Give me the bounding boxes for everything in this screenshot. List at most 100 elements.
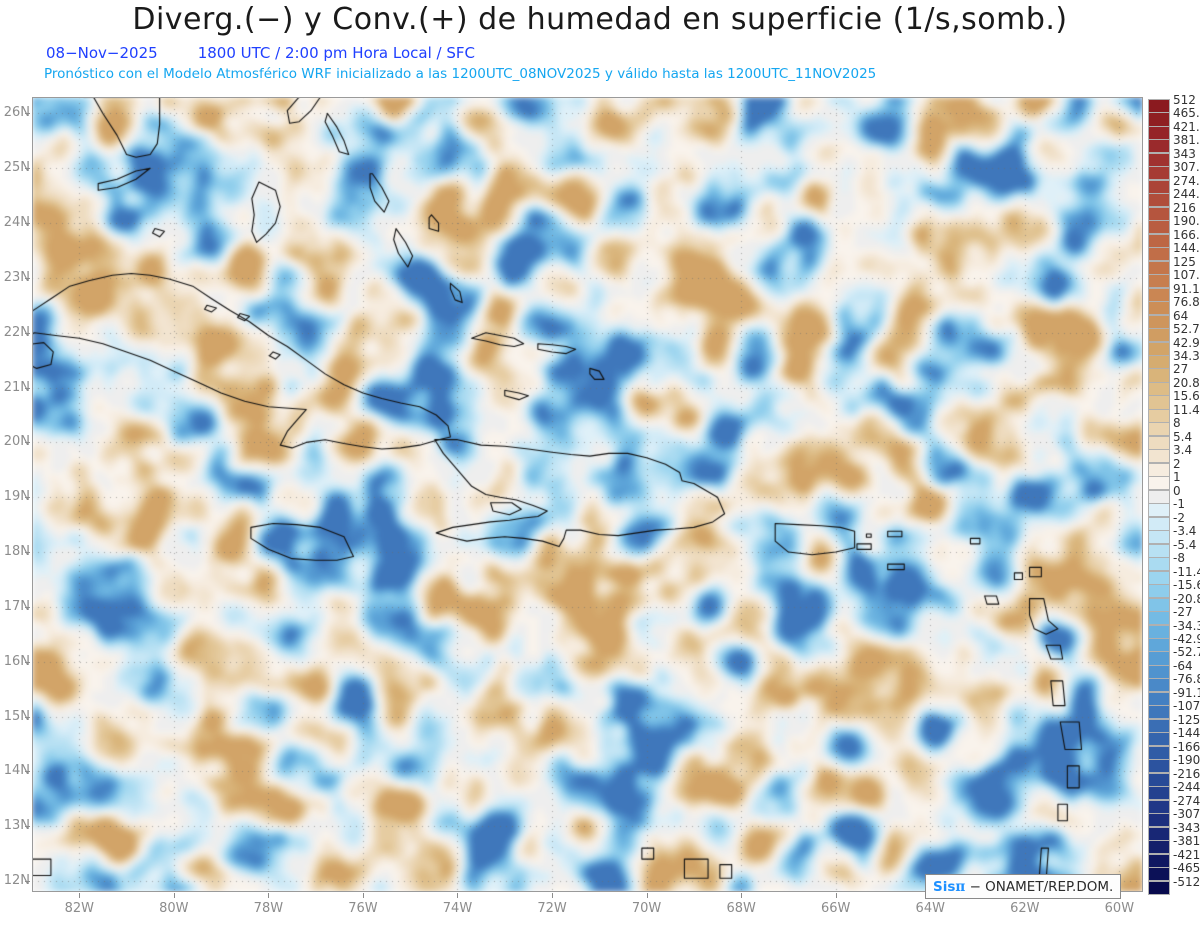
colorbar-tick-label: 144.7 xyxy=(1173,241,1200,256)
colorbar-swatch xyxy=(1148,489,1170,504)
colorbar-swatch xyxy=(1148,139,1170,154)
sis-brand-label: Sis xyxy=(933,878,956,895)
colorbar-swatch xyxy=(1148,786,1170,801)
colorbar-swatch xyxy=(1148,287,1170,302)
colorbar-swatch xyxy=(1148,826,1170,841)
colorbar-tick-label: 274.6 xyxy=(1173,173,1200,188)
colorbar-tick-label: -42.9 xyxy=(1173,631,1200,646)
x-axis-tick-mark xyxy=(552,893,554,898)
colorbar-tick-label: 0 xyxy=(1173,483,1181,498)
y-axis-tick-mark xyxy=(25,771,30,773)
colorbar-swatch xyxy=(1148,206,1170,221)
colorbar-swatch xyxy=(1148,772,1170,787)
y-axis-tick-label: 25N xyxy=(3,160,30,176)
colorbar-swatch xyxy=(1148,125,1170,140)
colorbar-swatch xyxy=(1148,543,1170,558)
colorbar-swatch xyxy=(1148,381,1170,397)
model-description: Pronóstico con el Modelo Atmosférico WRF… xyxy=(44,66,877,82)
colorbar-tick-label: -465 xyxy=(1173,861,1200,876)
colorbar-tick-label: 166.4 xyxy=(1173,227,1200,242)
y-axis-tick-label: 22N xyxy=(3,324,30,340)
colorbar-tick-label: 34.3 xyxy=(1173,349,1200,364)
colorbar-tick-label: -15.6 xyxy=(1173,578,1200,593)
x-axis-tick-mark xyxy=(646,893,648,898)
x-axis-tick-label: 74W xyxy=(442,901,473,916)
colorbar-tick-label: -5.4 xyxy=(1173,537,1197,552)
colorbar-tick-label: 2 xyxy=(1173,456,1181,471)
colorbar-tick-label: -343 xyxy=(1173,820,1200,835)
colorbar-tick-label: 216 xyxy=(1173,200,1196,215)
colorbar-tick-label: 11.4 xyxy=(1173,402,1200,417)
x-axis-tick-label: 66W xyxy=(820,901,851,916)
colorbar: 512465.5421.9381.1343307.5274.6244.12161… xyxy=(1148,94,1200,895)
colorbar-tick-label: -190 xyxy=(1173,753,1200,768)
y-axis-tick-label: 18N xyxy=(3,544,30,560)
colorbar-tick-label: 5.4 xyxy=(1173,429,1193,444)
colorbar-swatch xyxy=(1148,570,1170,585)
colorbar-swatch xyxy=(1148,368,1170,383)
y-axis-tick-label: 14N xyxy=(3,763,30,779)
colorbar-tick-label: -216 xyxy=(1173,766,1200,781)
colorbar-swatch xyxy=(1148,745,1170,760)
y-axis-tick-label: 20N xyxy=(3,434,30,450)
colorbar-swatch xyxy=(1148,718,1170,733)
colorbar-tick-label: 244.1 xyxy=(1173,187,1200,202)
x-axis-tick-label: 64W xyxy=(915,901,945,916)
forecast-date: 08−Nov−2025 xyxy=(46,44,158,62)
colorbar-tick-label: -107 xyxy=(1173,699,1200,714)
x-axis-tick-label: 68W xyxy=(726,901,756,916)
colorbar-tick-label: -512 xyxy=(1173,874,1200,889)
colorbar-tick-label: -144 xyxy=(1173,726,1200,741)
y-axis-tick-mark xyxy=(25,168,30,170)
colorbar-tick-label: 1 xyxy=(1173,470,1181,485)
x-axis-tick-label: 82W xyxy=(64,901,94,916)
y-axis-tick-label: 12N xyxy=(3,873,30,889)
colorbar-swatch xyxy=(1148,152,1170,167)
colorbar-swatch xyxy=(1148,274,1170,289)
colorbar-tick-label: 125 xyxy=(1173,254,1196,269)
colorbar-tick-label: -52.7 xyxy=(1173,645,1200,660)
map-plot-area[interactable] xyxy=(32,97,1143,892)
colorbar-tick-label: 64 xyxy=(1173,308,1189,323)
colorbar-swatch xyxy=(1148,584,1170,599)
x-axis-tick-mark xyxy=(741,893,743,898)
y-axis-tick-mark xyxy=(25,552,30,554)
colorbar-tick-label: 190.1 xyxy=(1173,214,1200,229)
colorbar-swatch xyxy=(1148,341,1170,356)
colorbar-swatch xyxy=(1148,664,1170,679)
colorbar-swatch xyxy=(1148,867,1170,882)
x-axis-tick-label: 72W xyxy=(537,901,567,916)
colorbar-tick-label: 307.5 xyxy=(1173,160,1200,175)
y-axis-tick-mark xyxy=(25,332,30,334)
x-axis-tick-label: 62W xyxy=(1010,901,1040,916)
forecast-time: 1800 UTC / 2:00 pm Hora Local / SFC xyxy=(197,44,475,62)
colorbar-tick-label: -1 xyxy=(1173,497,1185,512)
subtitle-datetime: 08−Nov−2025 1800 UTC / 2:00 pm Hora Local… xyxy=(46,44,475,62)
x-axis-tick-mark xyxy=(457,893,459,898)
colorbar-swatch xyxy=(1148,166,1170,181)
colorbar-tick-label: -20.8 xyxy=(1173,591,1200,606)
y-axis-tick-mark xyxy=(25,661,30,663)
colorbar-tick-label: -244 xyxy=(1173,780,1200,795)
colorbar-swatch xyxy=(1148,435,1170,450)
y-axis-tick-mark xyxy=(25,497,30,499)
colorbar-swatch xyxy=(1148,449,1170,464)
colorbar-swatch xyxy=(1148,112,1170,127)
colorbar-tick-label: 20.8 xyxy=(1173,375,1200,390)
colorbar-swatch xyxy=(1148,99,1170,114)
y-axis-tick-label: 19N xyxy=(3,489,30,505)
y-axis-tick-label: 26N xyxy=(3,105,30,121)
colorbar-swatch xyxy=(1148,530,1170,545)
colorbar-tick-label: -64 xyxy=(1173,658,1193,673)
y-axis-tick-mark xyxy=(25,223,30,225)
page-title: Diverg.(−) y Conv.(+) de humedad en supe… xyxy=(132,2,1068,37)
x-axis-tick-label: 60W xyxy=(1104,901,1135,916)
colorbar-swatch xyxy=(1148,247,1170,262)
y-axis-tick-label: 24N xyxy=(3,215,30,231)
colorbar-swatch xyxy=(1148,220,1170,235)
colorbar-tick-label: -34.3 xyxy=(1173,618,1200,633)
x-axis-tick-label: 70W xyxy=(631,901,662,916)
colorbar-swatch xyxy=(1148,503,1170,518)
y-axis-tick-label: 15N xyxy=(3,708,30,724)
colorbar-tick-label: 42.9 xyxy=(1173,335,1200,350)
